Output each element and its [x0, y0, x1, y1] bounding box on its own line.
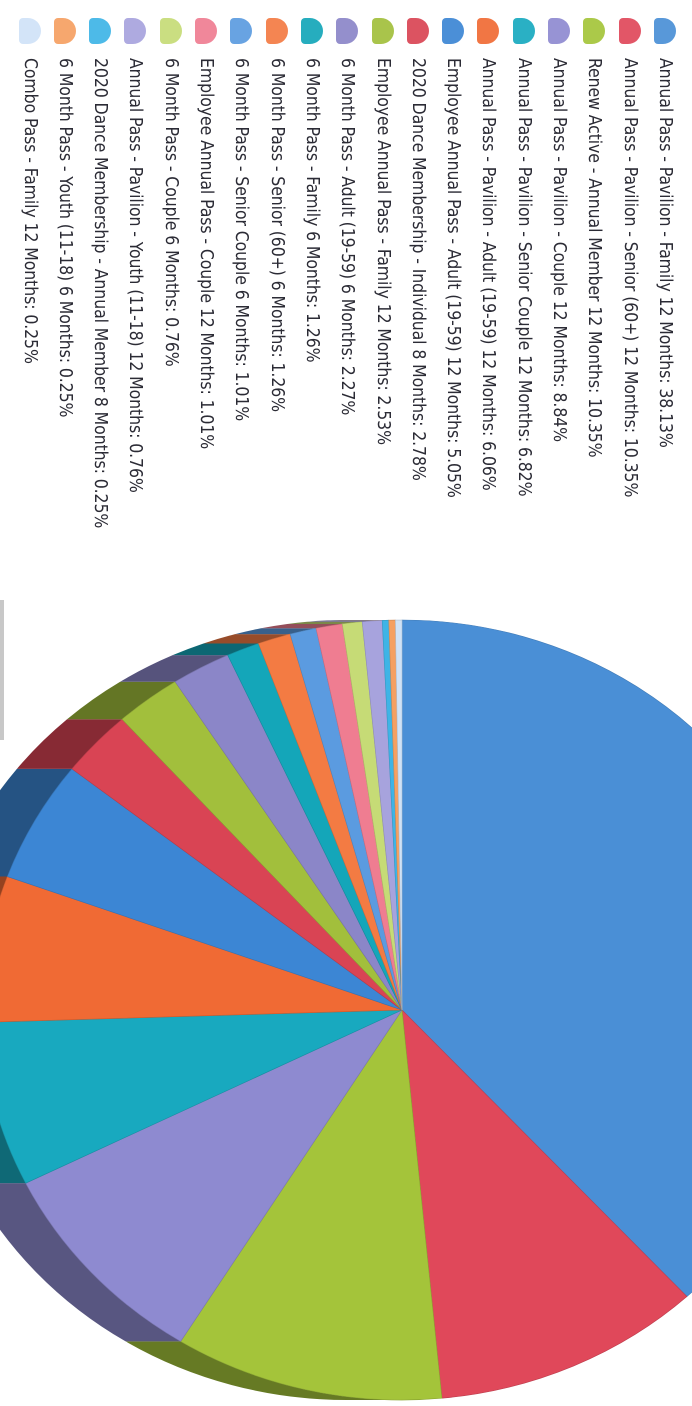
legend-swatch [548, 18, 571, 44]
pie-slice [0, 1009, 403, 1184]
pie-slice-side [172, 643, 259, 656]
pie-slice [401, 1009, 688, 1399]
legend-item: Employee Annual Pass - Family 12 Months:… [368, 18, 398, 445]
legend-label: 6 Month Pass - Family 6 Months: 1.26% [302, 58, 322, 363]
pie-slice-side [287, 621, 363, 624]
legend-label: 6 Month Pass - Adult (19-59) 6 Months: 2… [337, 58, 358, 416]
pie-slice [25, 1009, 403, 1342]
scan-divider [0, 600, 4, 740]
pie-slice-side [0, 1183, 181, 1342]
pie-slice [180, 1009, 443, 1401]
legend-item: 6 Month Pass - Youth (11-18) 6 Months: 0… [50, 18, 80, 417]
pie-slice-side [16, 719, 123, 769]
legend-label: Renew Active - Annual Member 12 Months: … [584, 58, 605, 458]
legend-label: Annual Pass - Pavilion - Family 12 Month… [655, 58, 675, 448]
legend-label: Annual Pass - Pavilion - Adult (19-59) 1… [478, 58, 499, 491]
legend-item: Annual Pass - Pavilion - Family 12 Month… [650, 18, 680, 448]
legend-swatch [301, 18, 323, 44]
legend-swatch [18, 18, 41, 44]
pie-slice-side [67, 681, 176, 720]
legend-swatch [265, 18, 288, 44]
legend-item: Combo Pass - Family 12 Months: 0.25% [15, 18, 45, 364]
legend-swatch [406, 18, 429, 44]
legend-label: 2020 Dance Membership - Individual 8 Mon… [407, 58, 428, 481]
legend-label: Employee Annual Pass - Family 12 Months:… [372, 58, 393, 445]
pie-slice-side [125, 1341, 402, 1400]
legend-swatch [336, 18, 359, 44]
legend-swatch [89, 18, 112, 44]
legend-label: Employee Annual Pass - Couple 12 Months:… [196, 58, 217, 450]
legend-label: Annual Pass - Pavilion - Senior (60+) 12… [619, 58, 640, 498]
legend-label: Annual Pass - Pavilion - Senior Couple 1… [513, 58, 534, 497]
legend-swatch [618, 18, 641, 44]
legend-item: 2020 Dance Membership - Annual Member 8 … [85, 18, 115, 528]
legend-swatch [230, 18, 253, 44]
legend-swatch [124, 18, 147, 44]
legend-swatch [53, 18, 76, 44]
legend-item: Employee Annual Pass - Adult (19-59) 12 … [438, 18, 468, 498]
legend-swatch [195, 18, 218, 44]
legend-swatch [512, 18, 535, 44]
legend-swatch [477, 18, 500, 44]
legend-item: Renew Active - Annual Member 12 Months: … [579, 18, 609, 458]
pie-slice-side [120, 655, 228, 682]
legend-item: 6 Month Pass - Couple 6 Months: 0.76% [156, 18, 186, 367]
legend-label: 6 Month Pass - Senior Couple 6 Months: 1… [231, 58, 252, 422]
legend-swatch [654, 18, 676, 44]
legend-item: 6 Month Pass - Adult (19-59) 6 Months: 2… [332, 18, 362, 415]
pie-slice-side [0, 1022, 26, 1184]
legend-label: Annual Pass - Pavilion - Couple 12 Month… [549, 58, 570, 443]
legend-label: 6 Month Pass - Senior (60+) 6 Months: 1.… [266, 58, 287, 413]
pie-slice [401, 619, 692, 1297]
legend-swatch [371, 18, 394, 44]
chart-legend: Annual Pass - Pavilion - Family 12 Month… [0, 18, 692, 718]
legend-item: 6 Month Pass - Senior (60+) 6 Months: 1.… [262, 18, 292, 412]
legend-item: Annual Pass - Pavilion - Senior (60+) 12… [615, 18, 645, 497]
legend-label: Combo Pass - Family 12 Months: 0.25% [19, 58, 40, 364]
legend-item: Annual Pass - Pavilion - Senior Couple 1… [509, 18, 539, 496]
legend-label: Employee Annual Pass - Adult (19-59) 12 … [443, 58, 464, 498]
legend-item: 2020 Dance Membership - Individual 8 Mon… [403, 18, 433, 481]
pie-slice [0, 876, 403, 1023]
legend-item: Annual Pass - Pavilion - Youth (11-18) 1… [121, 18, 151, 493]
legend-swatch [583, 18, 606, 44]
legend-swatch [442, 18, 465, 44]
legend-label: 2020 Dance Membership - Annual Member 8 … [90, 58, 111, 529]
legend-swatch [159, 18, 182, 44]
legend-item: 6 Month Pass - Senior Couple 6 Months: 1… [226, 18, 256, 421]
pie-slice-side [0, 768, 72, 877]
pie-slice-side [203, 634, 291, 644]
pie-slice-side [261, 623, 343, 629]
legend-item: Annual Pass - Pavilion - Couple 12 Month… [544, 18, 574, 442]
legend-label: 6 Month Pass - Youth (11-18) 6 Months: 0… [54, 58, 75, 418]
legend-label: Annual Pass - Pavilion - Youth (11-18) 1… [125, 58, 146, 493]
pie-slice [395, 619, 403, 1011]
legend-item: 6 Month Pass - Family 6 Months: 1.26% [297, 18, 327, 362]
legend-label: 6 Month Pass - Couple 6 Months: 0.76% [160, 58, 181, 367]
legend-item: Employee Annual Pass - Couple 12 Months:… [191, 18, 221, 449]
legend-item: Annual Pass - Pavilion - Adult (19-59) 1… [474, 18, 504, 491]
